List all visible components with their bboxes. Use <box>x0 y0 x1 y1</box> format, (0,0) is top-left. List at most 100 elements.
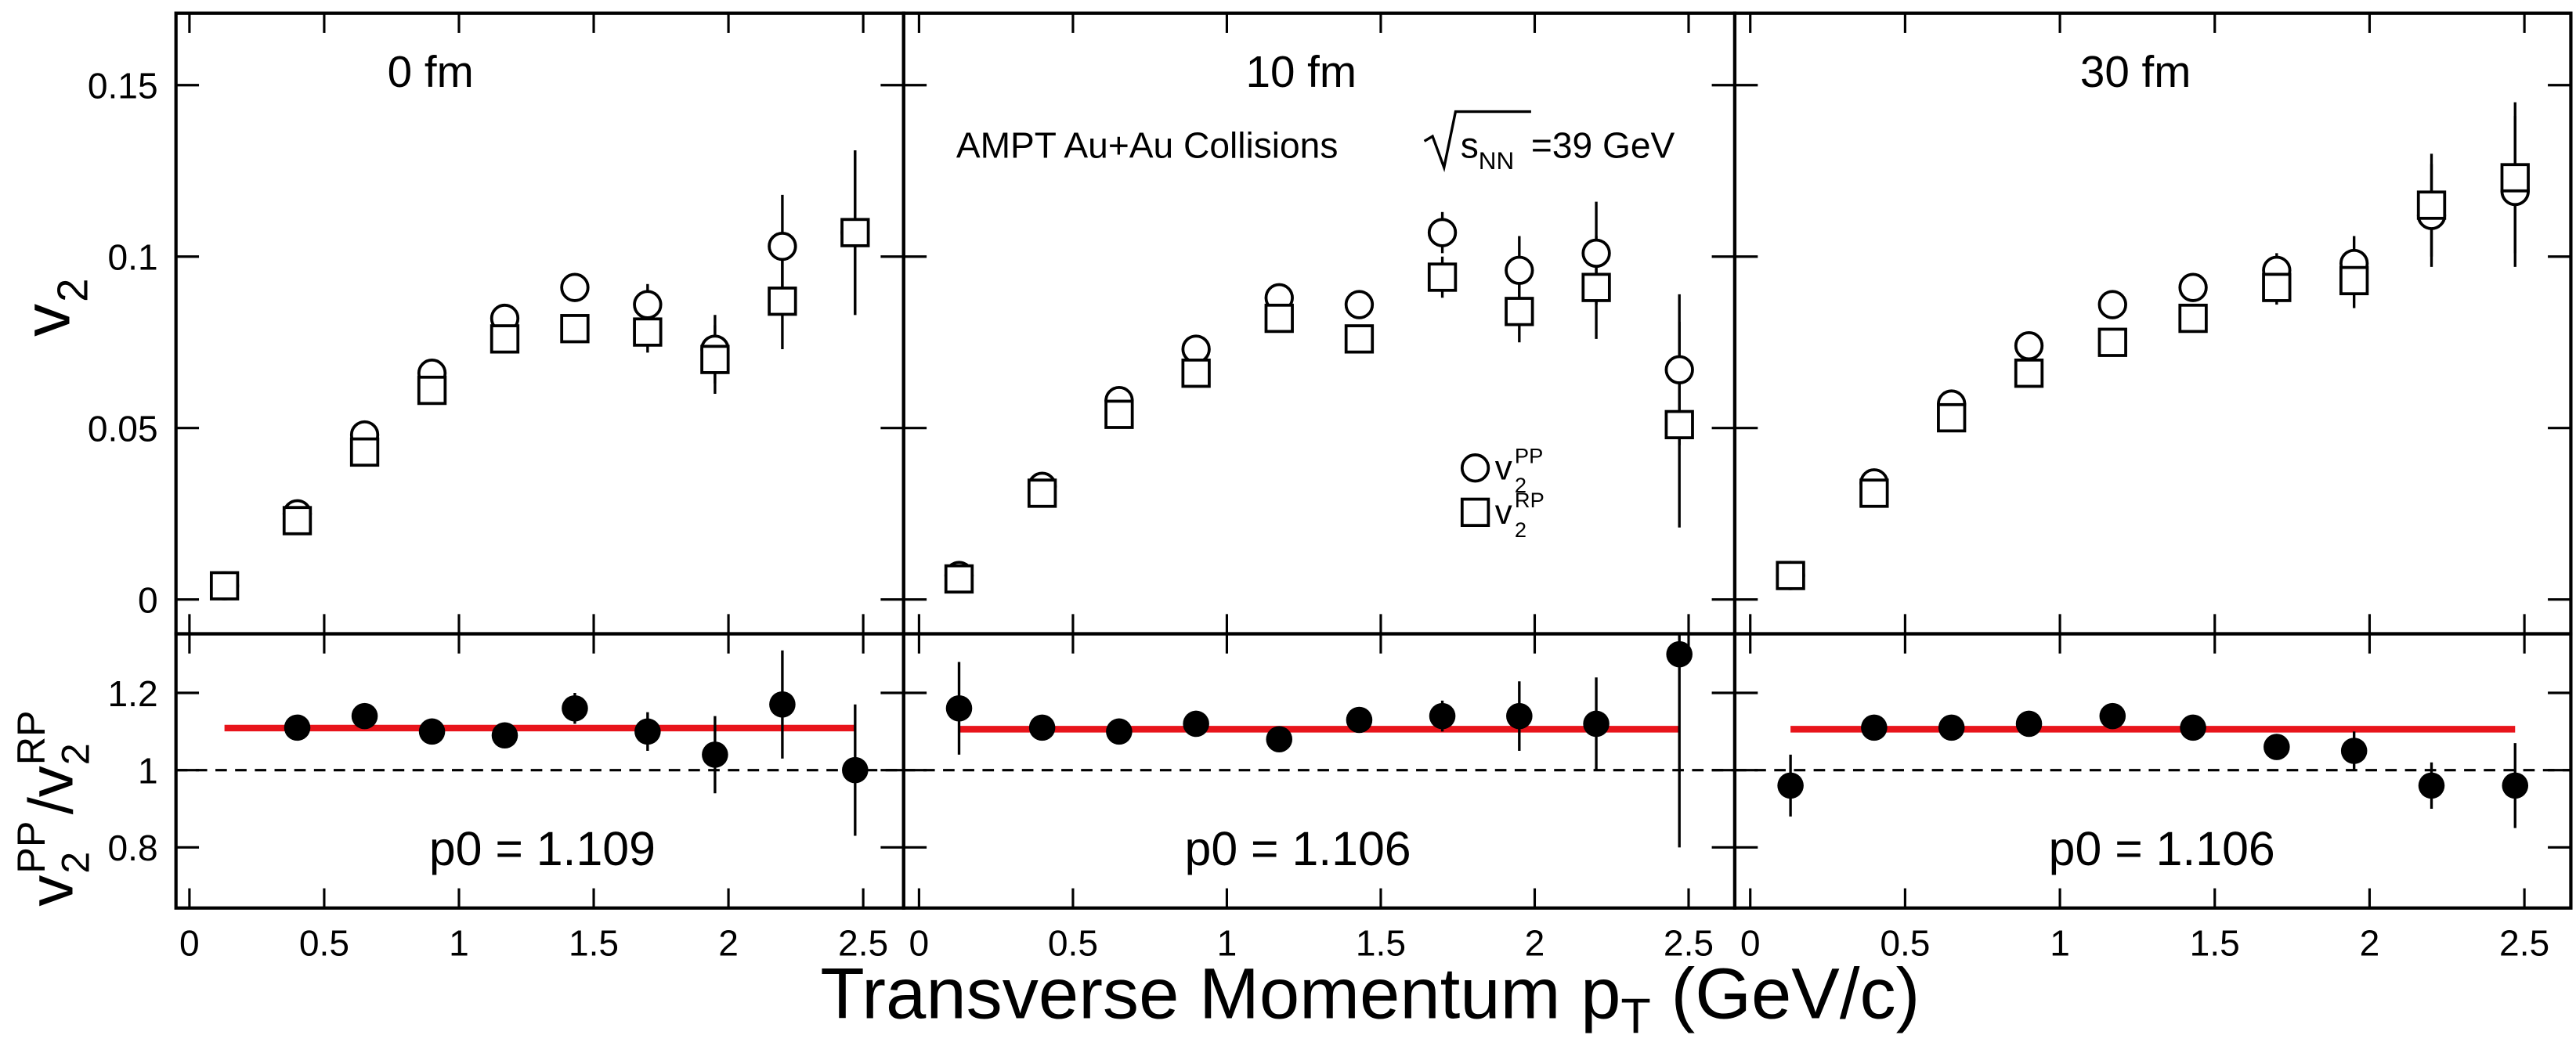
marker-filled <box>562 694 588 722</box>
marker-filled <box>769 691 796 718</box>
panel <box>1776 102 2530 590</box>
marker-square <box>1664 409 1694 440</box>
marker-square <box>1859 478 1889 508</box>
marker-square <box>1027 478 1057 508</box>
marker-filled <box>1429 702 1456 730</box>
marker-square <box>633 317 663 347</box>
legend-label: 2 <box>1515 518 1526 542</box>
x-tick-label: 1.5 <box>2190 923 2240 964</box>
legend-label: RP <box>1515 488 1545 512</box>
marker-filled <box>491 722 518 749</box>
marker-circle <box>2014 330 2044 361</box>
marker-square <box>1776 561 1805 590</box>
y-label-part: 2 <box>53 743 98 765</box>
marker-square <box>840 218 870 247</box>
sqrt-sign <box>1423 110 1531 173</box>
marker-square <box>2178 303 2208 334</box>
x-label-part: T <box>1620 989 1650 1044</box>
marker-circle <box>560 272 590 302</box>
y-label-part: 2 <box>53 852 98 874</box>
y-label-part: RP <box>9 710 53 765</box>
legend-marker <box>1460 453 1490 483</box>
marker-filled <box>2180 714 2206 741</box>
marker-square <box>349 437 380 467</box>
panel <box>175 650 904 836</box>
marker-circle <box>1581 238 1611 269</box>
marker-square <box>768 287 797 316</box>
panel-title: 10 fm <box>1245 47 1357 96</box>
marker-square <box>2014 358 2044 388</box>
marker-circle <box>2178 272 2208 302</box>
marker-filled <box>2418 772 2445 799</box>
panel-title: 0 fm <box>388 47 474 96</box>
x-tick-label: 2 <box>1525 923 1545 964</box>
marker-filled <box>1583 710 1610 738</box>
y-tick-label: 0.05 <box>88 409 158 449</box>
y-label-part: v <box>9 304 83 337</box>
marker-circle <box>1427 218 1458 247</box>
marker-filled <box>2099 702 2126 730</box>
panel <box>209 150 870 601</box>
marker-filled <box>1666 640 1693 668</box>
y-label-top: v 2 <box>9 279 96 337</box>
panel-title: 30 fm <box>2080 47 2191 96</box>
marker-filled <box>634 718 661 745</box>
x-tick-label: 0 <box>179 923 200 964</box>
marker-circle <box>1344 290 1375 319</box>
marker-square <box>1581 272 1611 302</box>
marker-square <box>2339 265 2369 296</box>
marker-square <box>1264 303 1294 334</box>
x-tick-label: 2 <box>718 923 739 964</box>
marker-filled <box>418 718 446 745</box>
x-tick-label: 1.5 <box>569 923 619 964</box>
annotation: s <box>1461 124 1479 165</box>
fit-label: p0 = 1.109 <box>429 822 656 875</box>
marker-square <box>2416 190 2447 220</box>
y-tick-label: 0.1 <box>107 237 157 278</box>
marker-square <box>2500 163 2530 193</box>
x-tick-label: 1.5 <box>1356 923 1406 964</box>
marker-filled <box>1183 710 1209 738</box>
marker-filled <box>1861 714 1888 741</box>
y-tick-label: 0.8 <box>107 828 157 868</box>
x-tick-label: 0 <box>909 923 930 964</box>
marker-square <box>209 571 240 601</box>
marker-filled <box>1777 772 1804 799</box>
x-label-part: Transverse Momentum p <box>820 952 1620 1033</box>
marker-filled <box>2015 710 2043 738</box>
x-tick-label: 1 <box>449 923 469 964</box>
x-tick-label: 0.5 <box>1880 923 1930 964</box>
x-tick-label: 1 <box>2050 923 2070 964</box>
legend-label: v <box>1495 493 1512 532</box>
marker-filled <box>842 756 869 784</box>
marker-square <box>417 375 447 406</box>
panel <box>944 201 1694 594</box>
legend-label: 2 <box>1515 473 1526 497</box>
marker-square <box>282 506 313 536</box>
legend-label: PP <box>1515 443 1543 467</box>
marker-filled <box>2502 772 2529 799</box>
marker-square <box>944 564 974 594</box>
marker-square <box>2262 272 2292 302</box>
marker-filled <box>1938 714 1965 741</box>
marker-filled <box>1506 702 1533 730</box>
marker-circle <box>1505 255 1534 285</box>
x-tick-label: 2.5 <box>2499 923 2549 964</box>
y-label-part: v <box>16 875 86 907</box>
x-tick-label: 2.5 <box>1664 923 1714 964</box>
marker-square <box>490 324 520 354</box>
annotation: NN <box>1479 147 1514 175</box>
x-tick-label: 0.5 <box>299 923 349 964</box>
x-tick-label: 1 <box>1217 923 1237 964</box>
legend-label: v <box>1495 449 1512 487</box>
legend-marker <box>1460 497 1490 527</box>
marker-square <box>1181 358 1211 388</box>
x-tick-label: 0 <box>1740 923 1761 964</box>
marker-circle <box>633 290 663 319</box>
marker-filled <box>945 694 973 722</box>
y-label-part: PP <box>9 821 53 874</box>
marker-square <box>1505 297 1534 326</box>
marker-filled <box>1028 714 1056 741</box>
